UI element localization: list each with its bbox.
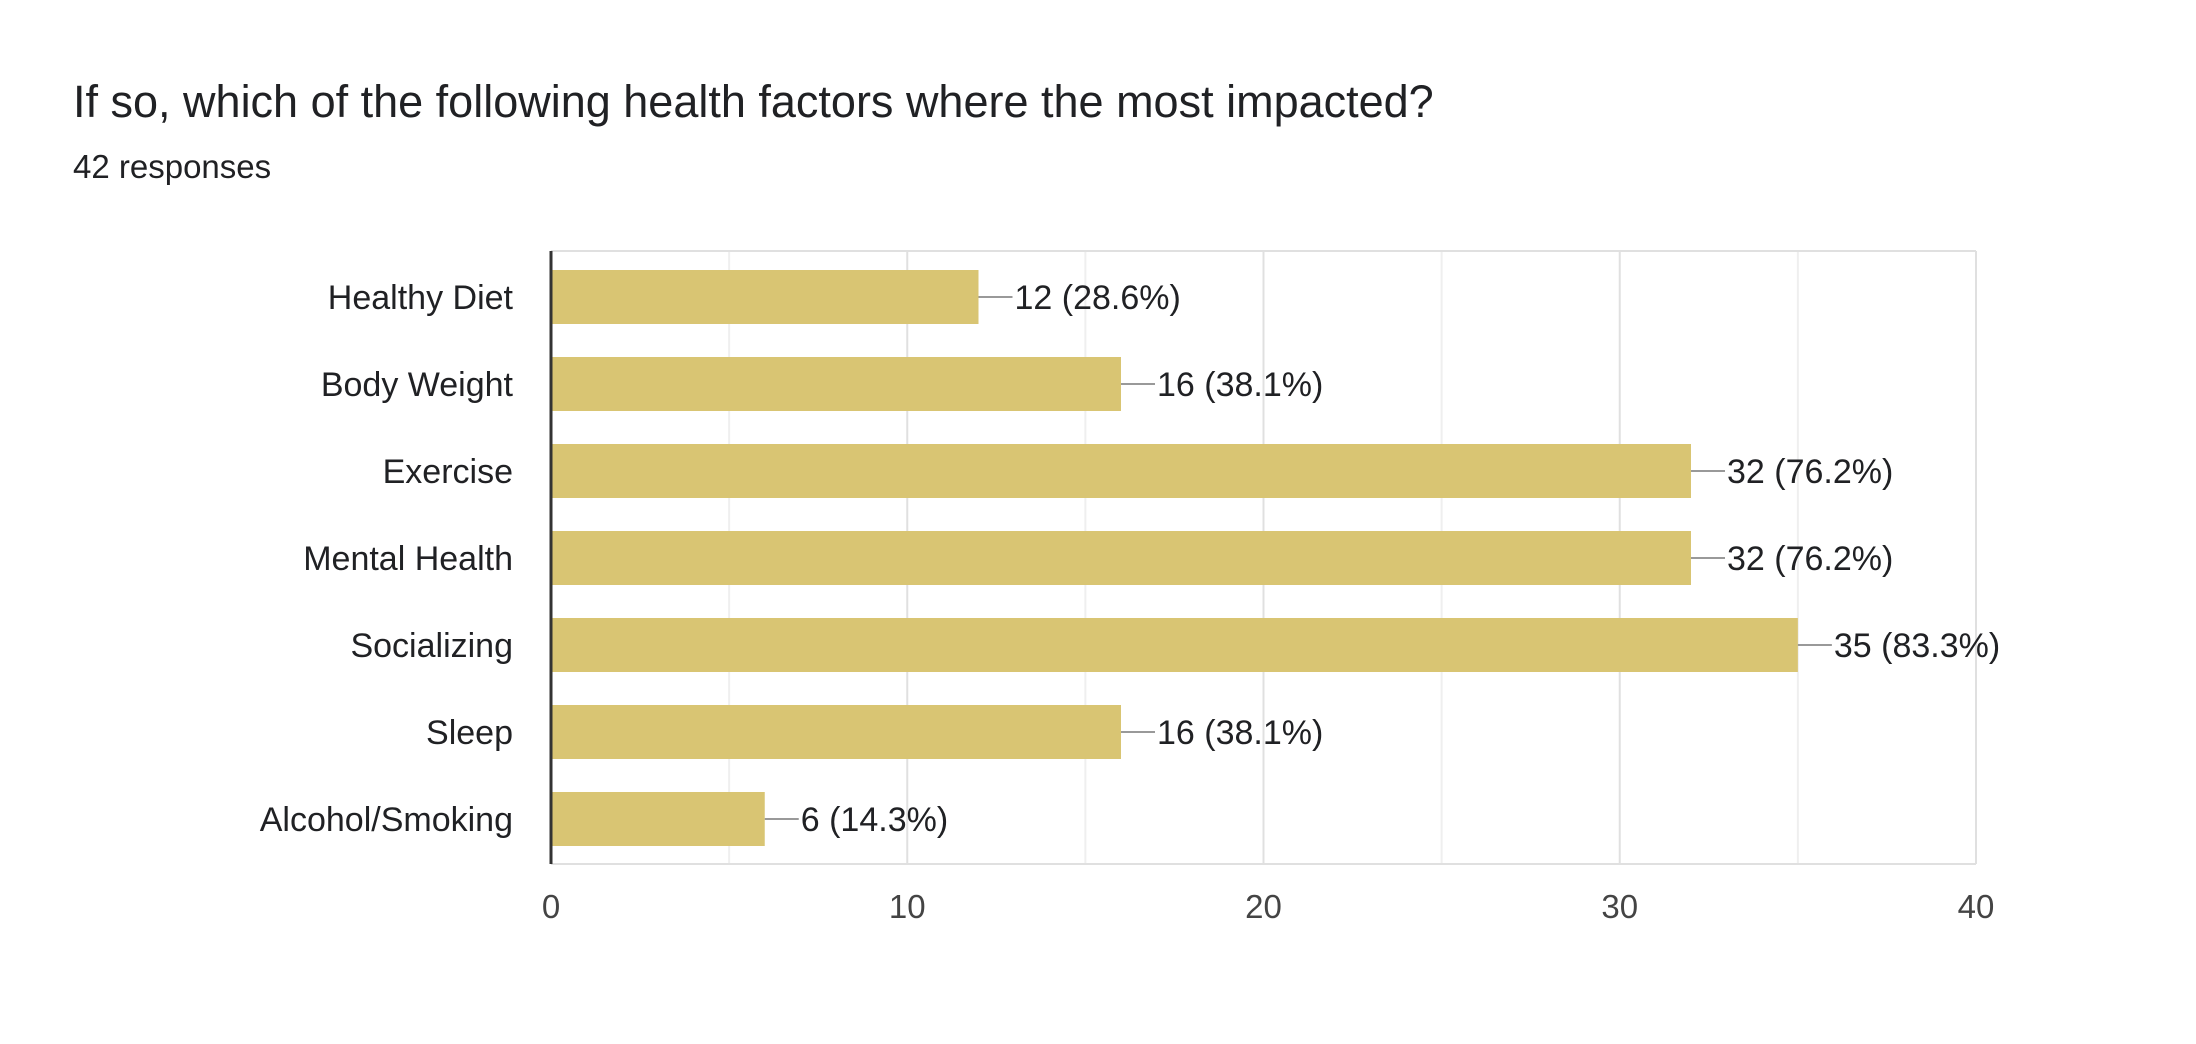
data-label: 16 (38.1%) bbox=[1157, 366, 1323, 404]
x-tick-label: 30 bbox=[1601, 888, 1638, 925]
data-label: 6 (14.3%) bbox=[801, 801, 948, 839]
category-labels: Healthy Diet Body Weight Exercise Mental He… bbox=[260, 279, 514, 839]
grid-lines bbox=[551, 250, 1977, 865]
x-tick-label: 40 bbox=[1958, 888, 1995, 925]
bar bbox=[551, 357, 1121, 411]
x-tick-label: 20 bbox=[1245, 888, 1282, 925]
label-leader-lines bbox=[764, 296, 1832, 820]
category-label: Healthy Diet bbox=[328, 279, 514, 317]
x-tick-label: 0 bbox=[542, 888, 560, 925]
bar bbox=[551, 618, 1798, 672]
bar bbox=[551, 270, 979, 324]
category-label: Exercise bbox=[383, 453, 513, 491]
x-tick-label: 10 bbox=[889, 888, 926, 925]
data-label: 35 (83.3%) bbox=[1834, 627, 2000, 665]
data-label: 16 (38.1%) bbox=[1157, 714, 1323, 752]
data-labels: 12 (28.6%) 16 (38.1%) 32 (76.2%) 32 (76.2%)… bbox=[801, 279, 2000, 839]
category-label: Socializing bbox=[350, 627, 513, 665]
category-label: Sleep bbox=[426, 714, 513, 752]
category-label: Body Weight bbox=[321, 366, 514, 404]
bar bbox=[551, 705, 1121, 759]
category-label: Alcohol/Smoking bbox=[260, 801, 513, 839]
data-label: 12 (28.6%) bbox=[1015, 279, 1181, 317]
question-title: If so, which of the following health fac… bbox=[73, 76, 1434, 127]
bars bbox=[551, 270, 1798, 846]
category-label: Mental Health bbox=[303, 540, 513, 578]
data-label: 32 (76.2%) bbox=[1727, 453, 1893, 491]
bar bbox=[551, 531, 1691, 585]
data-label: 32 (76.2%) bbox=[1727, 540, 1893, 578]
x-axis-tick-labels: 0 10 20 30 40 bbox=[542, 888, 1995, 925]
bar bbox=[551, 444, 1691, 498]
response-count: 42 responses bbox=[73, 148, 272, 185]
bar bbox=[551, 792, 765, 846]
